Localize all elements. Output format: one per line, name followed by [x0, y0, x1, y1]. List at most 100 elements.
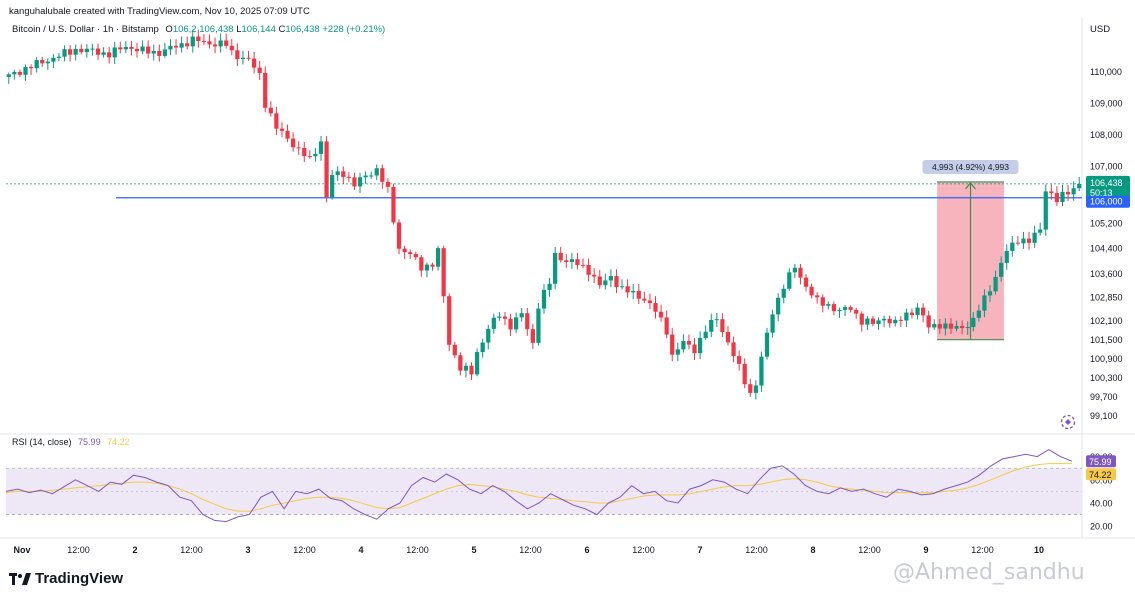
candle-body — [318, 141, 324, 154]
candle-body — [820, 297, 825, 306]
symbol-name[interactable]: Bitcoin / U.S. Dollar · 1h · Bitstamp — [12, 24, 159, 35]
candle-body — [190, 36, 195, 47]
candle-body — [1077, 183, 1082, 189]
candle-body — [79, 48, 84, 53]
candle-body — [553, 252, 558, 284]
candle-body — [514, 317, 519, 330]
time-tick-label: 12:00 — [293, 545, 316, 555]
candle-body — [324, 141, 329, 198]
candle-body — [302, 147, 307, 157]
candle-body — [681, 341, 686, 350]
candle-body — [770, 314, 775, 333]
candle-body — [686, 341, 692, 345]
candle-body — [709, 319, 714, 332]
candle-body — [134, 48, 140, 52]
candle-body — [346, 176, 351, 178]
rsi-legend[interactable]: RSI (14, close) 75.99 74.22 — [12, 437, 130, 447]
candle-body — [703, 331, 708, 338]
low-label: L — [236, 24, 242, 35]
candle-body — [274, 113, 279, 129]
candle-body — [107, 52, 112, 58]
candle-body — [90, 48, 95, 50]
candle-body — [904, 312, 909, 321]
price-tick-label: 101,500 — [1090, 335, 1123, 345]
candle-body — [129, 46, 134, 49]
price-tick-label: 104,400 — [1090, 244, 1123, 254]
rsi-tick-label: 40.00 — [1090, 499, 1113, 509]
currency-label[interactable]: USD — [1090, 24, 1111, 35]
candle-body — [1065, 191, 1071, 195]
time-tick-label: 12:00 — [745, 545, 768, 555]
candle-body — [151, 50, 156, 54]
candle-body — [474, 352, 480, 375]
price-tick-label: 105,200 — [1090, 218, 1123, 228]
candle-body — [435, 248, 441, 267]
candle-body — [246, 57, 251, 59]
candle-body — [95, 48, 101, 55]
candle-body — [268, 107, 273, 114]
rsi-ma-line — [5, 463, 1072, 512]
symbol-header: Bitcoin / U.S. Dollar · 1h · Bitstamp O1… — [12, 24, 385, 35]
candle-body — [296, 147, 301, 149]
candle-body — [341, 171, 346, 177]
price-tick-label: 99,100 — [1090, 411, 1118, 421]
candle-body — [999, 262, 1004, 277]
candle-body — [424, 264, 430, 271]
price-tick-label: 102,850 — [1090, 293, 1123, 303]
time-tick-label: 2 — [132, 545, 137, 555]
candle-body — [564, 260, 569, 263]
candle-body — [67, 49, 73, 55]
candle-body — [893, 319, 898, 324]
candle-body — [541, 289, 547, 309]
candle-body — [1060, 191, 1065, 203]
candle-body — [201, 41, 207, 43]
candle-body — [118, 47, 123, 50]
candle-body — [625, 286, 630, 293]
measure-arrow-head — [965, 182, 976, 190]
candle-body — [954, 326, 959, 329]
candle-body — [943, 323, 948, 329]
last-price-badge — [1086, 175, 1130, 200]
candle-body — [352, 177, 357, 187]
candle-body — [826, 304, 831, 306]
candle-body — [430, 264, 435, 267]
candle-body — [619, 286, 625, 288]
candle-body — [876, 320, 881, 324]
candle-body — [140, 46, 145, 52]
candle-body — [753, 385, 758, 393]
candle-body — [34, 60, 39, 69]
rsi-legend-label: RSI (14, close) — [12, 437, 72, 447]
candle-body — [212, 44, 218, 47]
candle-body — [982, 295, 987, 311]
candle-body — [792, 267, 797, 273]
candle-body — [848, 307, 853, 310]
candle-body — [491, 317, 496, 329]
candle-body — [419, 257, 424, 271]
candle-body — [28, 67, 34, 69]
candle-body — [614, 276, 619, 288]
candle-body — [932, 324, 937, 328]
candle-body — [781, 288, 786, 298]
candle-body — [697, 337, 703, 354]
candle-body — [597, 276, 602, 286]
candle-body — [1032, 232, 1037, 243]
candle-body — [313, 153, 318, 157]
candle-body — [447, 296, 452, 345]
open-value: 106,2 — [172, 24, 197, 35]
candle-body — [776, 297, 781, 315]
settings-icon[interactable] — [1060, 414, 1076, 430]
candle-body — [413, 254, 418, 258]
candle-body — [803, 277, 809, 287]
price-tick-label: 103,600 — [1090, 269, 1123, 279]
last-price-label: 106,438 — [1090, 178, 1123, 188]
candle-body — [664, 317, 669, 335]
tradingview-brand[interactable]: TradingView — [9, 570, 123, 587]
candle-body — [647, 300, 653, 304]
candle-body — [854, 309, 859, 314]
candle-body — [887, 318, 892, 324]
candle-body — [737, 356, 742, 364]
candle-body — [391, 186, 396, 223]
candle-body — [976, 310, 981, 318]
candle-body — [809, 286, 814, 296]
